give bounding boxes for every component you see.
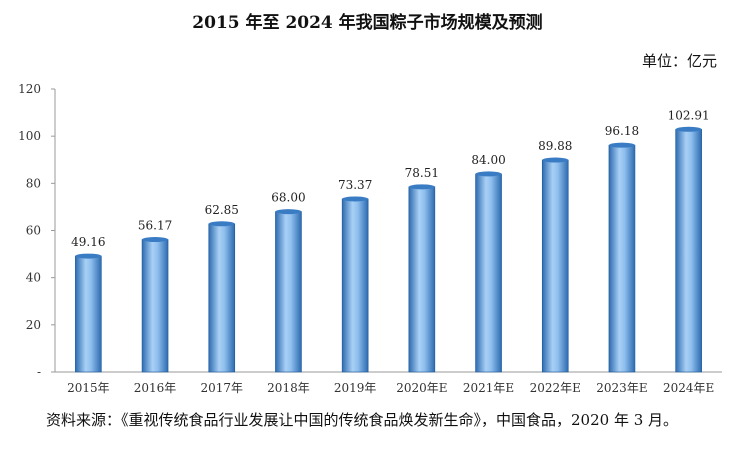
bar (408, 186, 436, 373)
x-tick-label: 2018年 (267, 381, 310, 395)
bar-cap (275, 209, 302, 215)
y-tick-label: 120 (18, 82, 41, 96)
bar (475, 173, 502, 373)
bar-cap (475, 171, 502, 177)
x-tick-label: 2016年 (134, 381, 177, 395)
x-axis-ticks: 2015年 2016年 2017年 2018年 2019年 2020年E 2021年E 202… (67, 381, 714, 395)
data-label: 62.85 (205, 203, 239, 217)
data-label: 84.00 (471, 153, 505, 167)
bar-cap (142, 237, 169, 243)
y-tick-label: 60 (26, 224, 41, 238)
x-tick-label: 2017年 (200, 381, 243, 395)
bar-cap (675, 126, 702, 132)
x-tick-label: 2021年E (463, 381, 514, 395)
bars: 49.16 56.17 62.85 68.00 73.37 78.51 84.00 89.88… (71, 108, 710, 373)
bar-cap (608, 142, 635, 148)
bar-chart: - 20 40 60 80 100 120 49.16 56.17 62.85 68.00 73.3… (18, 82, 722, 395)
data-label: 96.18 (605, 124, 639, 138)
bar (541, 159, 569, 373)
x-tick-label: 2019年 (334, 381, 377, 395)
y-tick-label: 40 (26, 271, 41, 285)
bar-cap (542, 157, 569, 163)
unit-label: 单位：亿元 (641, 52, 717, 70)
y-tick-label: - (37, 365, 41, 379)
data-label: 89.88 (538, 139, 572, 153)
bar (208, 223, 236, 373)
data-label: 102.91 (668, 108, 710, 122)
bar (675, 129, 702, 373)
x-tick-label: 2020年E (396, 381, 447, 395)
bar (341, 198, 369, 373)
data-label: 68.00 (271, 191, 305, 205)
data-label: 56.17 (138, 219, 172, 233)
bar-cap (342, 196, 369, 202)
bar-cap (208, 221, 235, 227)
bar (141, 239, 169, 373)
bar (608, 144, 636, 373)
x-tick-label: 2023年E (596, 381, 647, 395)
chart-title: 2015 年至 2024 年我国粽子市场规模及预测 (192, 13, 543, 33)
bar (75, 255, 102, 373)
data-label: 78.51 (405, 166, 439, 180)
source-note: 资料来源：《重视传统食品行业发展让中国的传统食品焕发新生命》，中国食品，2020… (46, 411, 679, 429)
bar (275, 211, 302, 373)
y-tick-label: 100 (18, 129, 41, 143)
data-label: 73.37 (338, 178, 372, 192)
y-tick-label: 80 (26, 176, 41, 190)
y-axis-ticks: - 20 40 60 80 100 120 (18, 82, 55, 379)
x-tick-label: 2024年E (663, 381, 714, 395)
data-label: 49.16 (71, 235, 105, 249)
bar-cap (408, 184, 435, 190)
x-tick-label: 2015年 (67, 381, 110, 395)
bar-cap (75, 253, 102, 259)
y-tick-label: 20 (26, 318, 41, 332)
x-tick-label: 2022年E (530, 381, 581, 395)
